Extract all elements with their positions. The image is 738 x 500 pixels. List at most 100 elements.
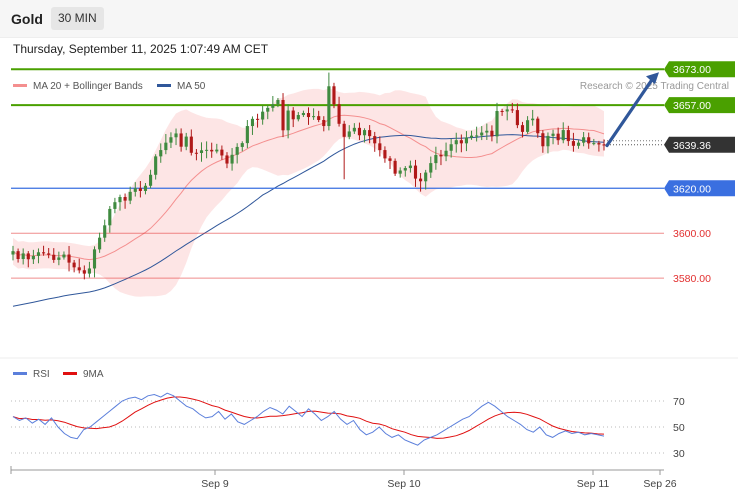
candle [184, 132, 188, 151]
candle-body [388, 158, 392, 161]
candle [454, 132, 458, 153]
x-tick-label: Sep 10 [387, 478, 420, 490]
candle-body [546, 135, 550, 147]
candle-body [312, 116, 316, 118]
candle [225, 152, 229, 169]
candle [11, 245, 15, 261]
candle [266, 105, 270, 120]
candle-body [296, 115, 300, 120]
candle [444, 142, 448, 162]
candle-body [434, 155, 438, 164]
candle-body [154, 156, 158, 175]
candle [413, 159, 418, 187]
research-credit: Research © 2025 Trading Central [579, 81, 729, 92]
candle [592, 138, 596, 146]
candle [576, 140, 581, 149]
candle [526, 116, 530, 134]
candle [459, 134, 463, 153]
level-label-3673.00: 3673.00 [673, 64, 711, 76]
candle-body [373, 136, 377, 144]
candle-body [510, 109, 514, 111]
candle-body [413, 165, 418, 179]
candle-body [169, 137, 173, 143]
candle-body [230, 154, 234, 164]
candle-body [255, 118, 260, 120]
level-label-3657.00: 3657.00 [673, 100, 711, 112]
candle [480, 126, 484, 141]
candle [143, 183, 148, 195]
candle-body [490, 130, 494, 137]
candle [475, 126, 479, 142]
candle-body [301, 113, 305, 116]
candle [495, 102, 499, 144]
candle-body [164, 142, 168, 151]
ma50-line [12, 134, 605, 307]
candle-body [582, 137, 586, 143]
candle-body [281, 99, 285, 131]
rsi-tick-label: 30 [673, 448, 685, 460]
candle [556, 127, 560, 145]
candle [138, 181, 142, 198]
candle [52, 248, 56, 263]
candle [352, 123, 356, 135]
candle-body [368, 130, 372, 137]
interval-button[interactable]: 30 MIN [51, 7, 104, 30]
candle-body [261, 111, 265, 120]
candle-body [531, 118, 535, 121]
candle [337, 96, 341, 127]
candle [169, 132, 173, 149]
candle-body [556, 133, 560, 141]
candle-body [189, 136, 193, 153]
legend-ma20-bollinger: MA 20 + Bollinger Bands [13, 81, 143, 92]
candle-body [57, 257, 61, 260]
candle [541, 130, 545, 153]
candle-body [36, 252, 41, 256]
candle-body [245, 126, 249, 144]
candle [383, 146, 387, 163]
candle [245, 120, 249, 149]
candle [464, 131, 469, 152]
candle-body [505, 109, 509, 112]
level-tags: 3673.00 3657.00 3620.00 3600.00 3580.00 3639.… [664, 61, 735, 285]
candle-body [67, 254, 71, 263]
candle-body [327, 86, 331, 127]
candle-body [108, 208, 112, 226]
candle [281, 93, 285, 138]
candle [57, 251, 61, 266]
candle [449, 138, 453, 158]
candle-body [561, 130, 565, 141]
candle [240, 141, 244, 152]
candle [312, 108, 316, 120]
last-price-tag [664, 136, 735, 153]
candle [408, 160, 412, 173]
candle [551, 129, 555, 145]
candle-body [347, 131, 351, 137]
level-tag-3657.00 [664, 97, 735, 114]
candle [388, 156, 392, 169]
candle-body [159, 150, 163, 157]
candle [215, 143, 219, 154]
candle [271, 96, 275, 112]
candle-body [87, 268, 91, 274]
candle-body [92, 249, 97, 269]
candle [322, 116, 326, 132]
candle [582, 131, 586, 147]
candle [515, 103, 519, 129]
candle-body [148, 174, 153, 186]
candle-body [551, 133, 555, 136]
candle-body [103, 225, 107, 238]
candle-body [26, 253, 30, 260]
candle-body [31, 255, 35, 260]
candle [108, 206, 112, 233]
candle-body [179, 133, 183, 147]
legend-swatch [157, 83, 171, 87]
forecast-arrow-shaft [605, 76, 655, 148]
candle [587, 132, 591, 149]
candle-body [42, 252, 46, 254]
instrument-title: Gold [11, 11, 43, 27]
candle [357, 122, 362, 141]
candle-body [587, 137, 591, 144]
candle [536, 116, 540, 138]
candle [419, 173, 423, 192]
